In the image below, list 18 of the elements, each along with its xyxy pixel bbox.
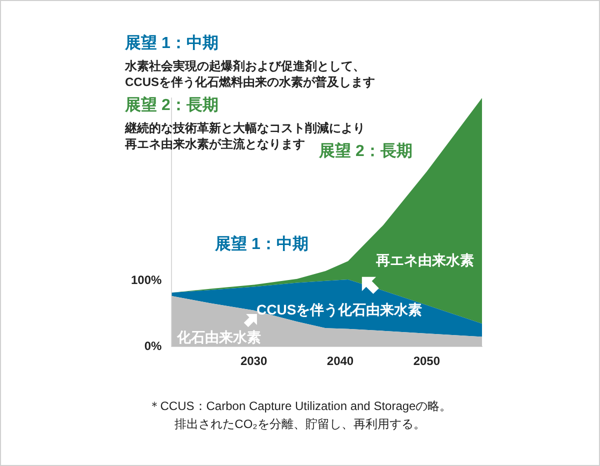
y-tick-label: 0% xyxy=(144,338,162,353)
text: 排出されたCO₂を分離、貯留し、再利用する。 xyxy=(174,416,426,433)
annotation: 展望 1：中期 xyxy=(215,236,308,254)
text: ＊CCUS：Carbon Capture Utilization and Storageの略。 xyxy=(147,398,453,415)
series-label: 化石由来水素 xyxy=(176,328,262,345)
y-tick-label: 100% xyxy=(130,273,162,288)
annotation: 展望 2：長期 xyxy=(319,143,412,161)
annotation: 展望 2：長期 xyxy=(125,97,218,115)
text: 水素社会実現の起爆剤および促進剤として、 xyxy=(125,58,365,75)
x-tick-label: 2040 xyxy=(326,354,354,368)
text: 展望 1：中期 xyxy=(125,35,218,53)
annotation: 継続的な技術革新と大幅なコスト削減により xyxy=(125,120,365,137)
series-label: 再エネ由来水素 xyxy=(374,252,474,268)
annotation: 再エネ由来水素が主流となります xyxy=(125,136,305,153)
x-tick-label: 2030 xyxy=(240,354,268,368)
text: CCUSを伴う化石燃料由来の水素が普及します xyxy=(125,74,376,91)
x-tick-label: 2050 xyxy=(413,354,440,368)
series-label: CCUSを伴う化石由来水素 xyxy=(256,301,422,318)
